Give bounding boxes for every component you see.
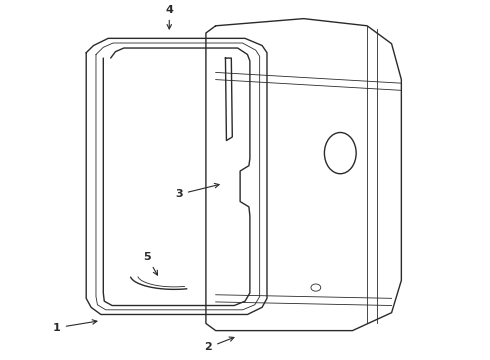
Text: 5: 5: [144, 252, 157, 275]
Text: 3: 3: [175, 184, 219, 199]
Text: 4: 4: [165, 5, 173, 29]
Text: 2: 2: [204, 337, 234, 352]
Text: 1: 1: [53, 320, 97, 333]
